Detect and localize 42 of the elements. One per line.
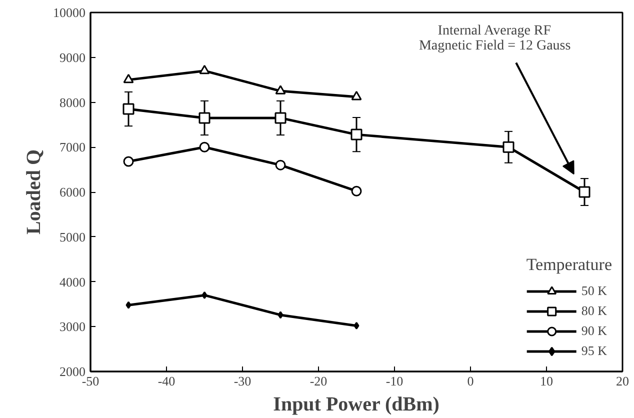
y-tick-label: 10000 <box>53 5 86 20</box>
point <box>123 156 134 167</box>
point <box>502 141 514 153</box>
point <box>275 160 286 170</box>
point <box>122 103 134 115</box>
y-tick-label: 6000 <box>60 184 86 200</box>
point <box>351 90 362 100</box>
x-tick-label: 10 <box>540 374 553 388</box>
x-tick-label: -30 <box>234 374 252 388</box>
y-tick-label: 5000 <box>60 229 86 244</box>
point <box>275 85 286 94</box>
x-tick-label: -20 <box>310 374 328 388</box>
point <box>199 142 210 152</box>
y-tick-label: 8000 <box>60 94 86 110</box>
y-axis-title: Loaded Q <box>23 149 45 235</box>
legend-label: 90 K <box>581 323 607 339</box>
y-tick-label: 3000 <box>60 319 86 334</box>
point <box>126 301 132 309</box>
x-tick-label: 0 <box>467 374 474 388</box>
legend-label: 95 K <box>581 343 607 359</box>
point <box>351 186 362 196</box>
y-tick-label: 2000 <box>60 364 86 379</box>
point <box>578 186 590 198</box>
legend-title: Temperature <box>526 255 612 275</box>
y-tick-label: 7000 <box>60 140 86 155</box>
point <box>198 112 210 124</box>
point <box>199 64 210 74</box>
annotation: Internal Average RF Magnetic Field = 12 Gauss <box>418 23 571 54</box>
x-tick-label: -40 <box>158 374 176 388</box>
y-tick-label: 4000 <box>60 274 86 290</box>
x-axis-title: Input Power (dBm) <box>273 394 440 416</box>
point <box>278 311 284 319</box>
point <box>350 128 362 140</box>
x-tick-label: -10 <box>386 374 404 388</box>
legend-label: 80 K <box>581 303 607 319</box>
point <box>123 74 134 84</box>
y-tick-label: 9000 <box>60 50 86 65</box>
point <box>202 291 208 299</box>
legend-label: 50 K <box>581 283 607 299</box>
point <box>354 322 360 330</box>
point <box>274 112 286 124</box>
x-tick-label: 20 <box>616 374 629 388</box>
